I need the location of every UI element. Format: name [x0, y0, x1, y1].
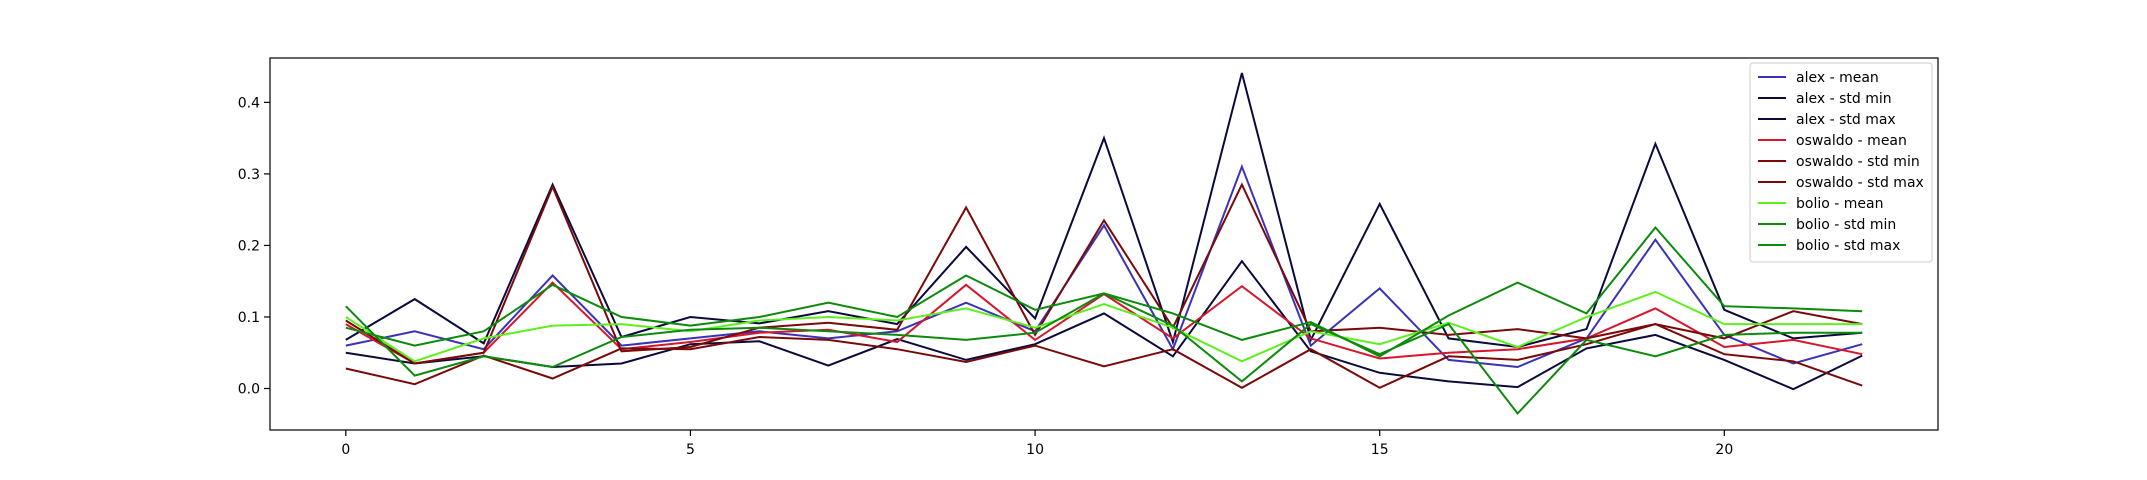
legend-label: oswaldo - std max	[1796, 175, 1924, 191]
legend-label: alex - mean	[1796, 70, 1879, 86]
legend-label: bolio - mean	[1796, 196, 1883, 212]
x-tick-label: 20	[1715, 442, 1733, 458]
x-tick-label: 0	[341, 442, 350, 458]
y-tick-label: 0.3	[238, 167, 260, 183]
legend-label: oswaldo - mean	[1796, 133, 1907, 149]
series-line-6	[345, 290, 1863, 363]
legend-box	[1749, 62, 1933, 263]
series-line-4	[345, 323, 1863, 389]
legend-label: bolio - std max	[1796, 238, 1900, 254]
legend-label: bolio - std min	[1796, 217, 1896, 233]
series-line-2	[345, 72, 1863, 349]
series-line-5	[345, 182, 1863, 365]
y-tick-label: 0.0	[238, 382, 260, 398]
series-line-1	[345, 259, 1863, 391]
x-axis: 0 5 10 15 20	[341, 430, 1733, 458]
series-line-8	[345, 225, 1863, 358]
y-tick-label: 0.2	[238, 238, 260, 254]
y-tick-label: 0.4	[238, 95, 260, 111]
y-axis: 0.0 0.1 0.2 0.3 0.4	[238, 95, 270, 398]
series-lines	[345, 72, 1863, 416]
x-tick-label: 15	[1371, 442, 1389, 458]
legend-label: alex - std max	[1796, 112, 1896, 128]
x-tick-label: 10	[1026, 442, 1044, 458]
legend: alex - mean alex - std min alex - std max o…	[1749, 62, 1933, 263]
y-tick-label: 0.1	[238, 310, 260, 326]
plot-frame	[269, 57, 1939, 431]
legend-label: oswaldo - std min	[1796, 154, 1920, 170]
series-line-7	[345, 292, 1863, 416]
legend-label: alex - std min	[1796, 91, 1892, 107]
x-tick-label: 5	[686, 442, 695, 458]
series-line-0	[345, 163, 1863, 369]
